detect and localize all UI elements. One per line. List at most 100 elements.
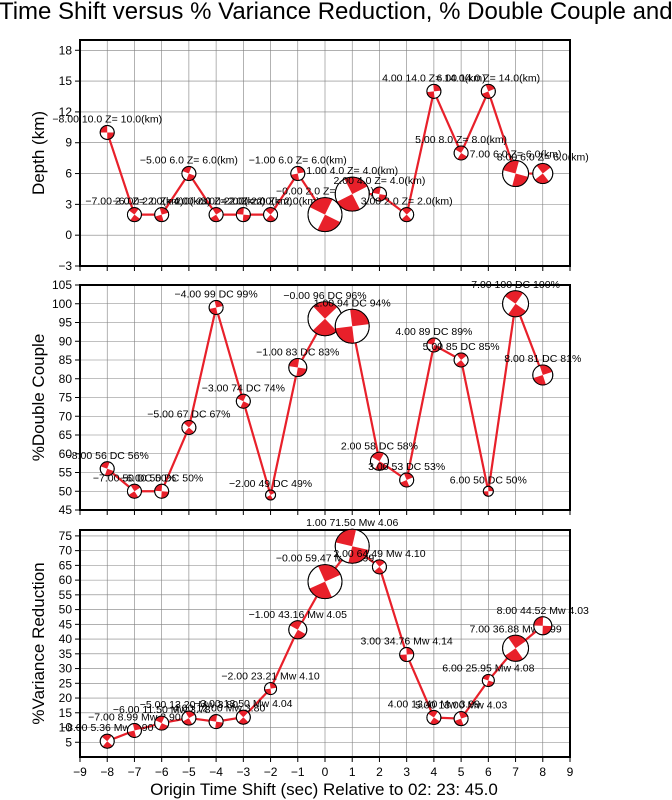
y-tick-label: 85 [59, 353, 73, 367]
x-tick-label: 7 [512, 765, 519, 779]
data-label: 4.00 89 DC 89% [395, 326, 472, 338]
x-tick-label: 9 [567, 765, 574, 779]
y-tick-label: 55 [59, 588, 73, 602]
panel-variance-reduction: −9 −8 −7 −6 −5 −4 −3 −2 −1 0 1 2 3 4 5 6 7 8 9510152025303… [29, 517, 589, 779]
data-label: −3.00 13.50 Mw 4.04 [194, 698, 293, 710]
beachball-marker [288, 620, 308, 640]
plot-frame [79, 529, 571, 758]
beachball-marker [502, 290, 530, 318]
beachball-marker [307, 564, 343, 600]
beachball-marker [334, 528, 370, 564]
data-label: 2.00 58 DC 58% [341, 440, 418, 452]
y-tick-label: 10 [59, 721, 73, 735]
x-tick-label: −5 [182, 765, 196, 779]
data-label: −5.00 67 DC 67% [147, 409, 230, 421]
beachball-marker [399, 647, 415, 663]
x-tick-label: 0 [322, 765, 329, 779]
beachball-marker [264, 682, 278, 696]
y-axis-label: Depth (km) [29, 111, 48, 195]
x-tick-label: 4 [431, 765, 438, 779]
x-tick-label: −3 [236, 765, 250, 779]
beachball-marker [307, 301, 343, 337]
beachball-marker [181, 420, 197, 435]
data-label: 3.00 2.0 Z= 2.0(km) [361, 196, 453, 208]
y-tick-label: 45 [59, 617, 73, 631]
plot-frame [79, 39, 571, 267]
data-label: 3.00 53 DC 53% [368, 461, 445, 473]
x-tick-label: 8 [539, 765, 546, 779]
data-label: 7.00 6.0 Z= 6.0(km) [470, 149, 562, 161]
beachball-marker [453, 711, 469, 727]
beachball-marker [502, 634, 530, 662]
beachball-marker [334, 176, 370, 212]
data-label: 5.00 85 DC 85% [423, 341, 500, 353]
beachball-marker [533, 616, 553, 636]
y-tick-label: 40 [59, 632, 73, 646]
data-label: −8.00 56 DC 56% [66, 450, 149, 462]
x-tick-label: 6 [485, 765, 492, 779]
y-axis-label: %Double Couple [29, 334, 48, 462]
beachball-marker [235, 393, 251, 409]
data-label: 1.00 94 DC 94% [314, 297, 391, 309]
data-label: −7.00 2.0 Z= 2.0(km) [85, 196, 183, 208]
data-label: 6.00 25.95 Mw 4.08 [442, 662, 534, 674]
data-label: −2.00 23.21 Mw 4.10 [221, 671, 320, 683]
y-tick-label: 18 [59, 43, 73, 57]
beachball-marker [426, 337, 442, 353]
data-label: −4.00 2.0 Z= 2.0(km) [167, 196, 265, 208]
y-tick-label: 5 [65, 735, 72, 749]
data-label: 2.00 64.49 Mw 4.10 [333, 548, 425, 560]
y-tick-label: 105 [52, 278, 72, 292]
data-label: −3.00 74 DC 74% [202, 382, 285, 394]
data-label: 4.00 13.40 Mw 3.99 [388, 698, 480, 710]
x-axis-label: Origin Time Shift (sec) Relative to 02: … [150, 780, 498, 799]
beachball-marker [265, 489, 277, 501]
panel-depth: −3 0 3 6 9 12 15 18 Depth (km) −8.00 10.0 Z= 10.0… [29, 39, 589, 273]
y-tick-label: 75 [59, 529, 73, 543]
beachball-marker [181, 166, 197, 182]
y-tick-label: 100 [52, 297, 72, 311]
data-label: 6.00 14.0 Z= 14.0(km) [437, 72, 541, 84]
data-label: −6.00 2.0 Z= 2.0(km) [113, 196, 211, 208]
data-label: −2.00 49 DC 49% [229, 478, 312, 490]
beachball-marker [154, 207, 170, 223]
y-tick-label: 60 [59, 447, 73, 461]
y-tick-label: 0 [65, 228, 72, 242]
chart-title: Origin Time Shift versus % Variance Redu… [0, 0, 672, 25]
data-label: 5.00 8.0 Z= 8.0(km) [415, 134, 507, 146]
y-tick-label: 20 [59, 691, 73, 705]
beachball-marker [371, 559, 387, 575]
beachball-marker [399, 207, 415, 223]
x-tick-label: −7 [128, 765, 142, 779]
data-label: −7.00 50 DC 50% [93, 472, 176, 484]
x-tick-label: 1 [349, 765, 356, 779]
beachball-marker [307, 197, 343, 233]
data-label: −4.00 99 DC 99% [175, 289, 258, 301]
x-tick-label: −6 [155, 765, 169, 779]
beachball-marker [208, 714, 224, 730]
y-tick-label: 50 [59, 484, 73, 498]
y-tick-label: 80 [59, 372, 73, 386]
beachball-marker [126, 207, 142, 223]
y-tick-label: 55 [59, 466, 73, 480]
y-tick-label: 9 [65, 136, 72, 150]
y-tick-label: 50 [59, 603, 73, 617]
y-tick-label: 90 [59, 334, 73, 348]
x-tick-label: 2 [376, 765, 383, 779]
beachball-marker [263, 207, 279, 223]
x-tick-label: −2 [264, 765, 278, 779]
y-tick-label: 65 [59, 428, 73, 442]
beachball-marker [532, 163, 554, 185]
beachball-marker [532, 364, 554, 386]
data-label: −1.00 6.0 Z= 6.0(km) [249, 155, 347, 167]
beachball-marker [288, 358, 308, 377]
y-tick-label: 70 [59, 409, 73, 423]
beachball-marker [482, 485, 494, 497]
panel-double-couple: 45 50 55 60 65 70 75 80 85 90 95 100 105 %Double Coup… [29, 278, 581, 517]
data-label: 5.00 13.00 Mw 4.03 [415, 700, 507, 712]
y-tick-label: 70 [59, 544, 73, 558]
y-tick-label: 95 [59, 316, 73, 330]
data-label: 3.00 34.76 Mw 4.14 [361, 636, 453, 648]
